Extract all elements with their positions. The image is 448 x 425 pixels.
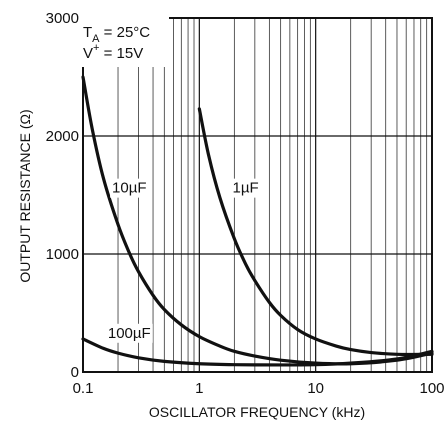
y-tick-label: 2000 — [46, 128, 79, 145]
y-tick-label: 0 — [71, 364, 79, 381]
series-line-10uf — [81, 75, 434, 366]
plot-frame — [82, 17, 433, 373]
temperature-condition: TA = 25°C — [83, 24, 150, 45]
major-gridlines — [83, 18, 432, 372]
series-line-1uf — [197, 107, 434, 357]
x-tick-label: 100 — [419, 380, 444, 397]
x-tick-label: 0.1 — [73, 380, 94, 397]
x-tick-label: 1 — [195, 380, 203, 397]
series-label-10uf: 10µF — [112, 180, 147, 197]
series-lines: 10µF 1µF 100µF — [81, 75, 434, 367]
supply-voltage-condition: V+ = 15V — [83, 42, 143, 62]
x-axis-title: OSCILLATOR FREQUENCY (kHz) — [149, 404, 365, 420]
series-label-100uf: 100µF — [108, 325, 151, 342]
series-label-backdrop — [230, 178, 261, 198]
y-tick-label: 3000 — [46, 10, 79, 27]
series-label-backdrop — [105, 323, 153, 343]
x-tick-label: 10 — [307, 380, 324, 397]
conditions-backdrop — [79, 17, 169, 67]
series-line-100uf — [81, 337, 434, 367]
y-tick-label: 1000 — [46, 246, 79, 263]
minor-gridlines — [117, 18, 428, 372]
series-label-1uf: 1µF — [233, 180, 259, 197]
series-label-backdrop — [110, 178, 149, 198]
y-axis-title: OUTPUT RESISTANCE (Ω) — [17, 109, 33, 282]
